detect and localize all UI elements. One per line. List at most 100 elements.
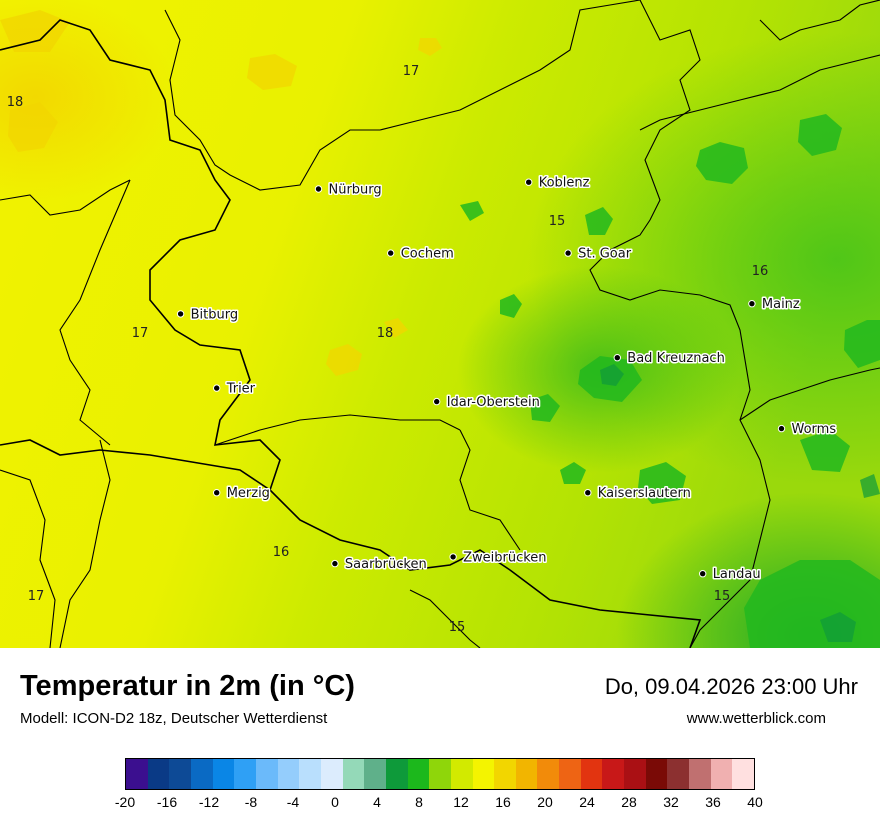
isoline-label: 15 xyxy=(449,620,466,635)
city-dot xyxy=(613,354,621,362)
city-dot xyxy=(213,384,221,392)
legend-color-22 xyxy=(602,759,625,789)
legend-color-11 xyxy=(364,759,386,789)
legend-tick-label: -12 xyxy=(198,794,220,810)
city-label: Idar-Oberstein xyxy=(447,395,540,410)
isoline-label: 16 xyxy=(273,545,290,560)
legend-color-16 xyxy=(472,759,495,789)
legend-color-26 xyxy=(689,759,711,789)
legend-color-2 xyxy=(169,759,191,789)
legend-tick-label: 16 xyxy=(495,794,511,810)
legend-tick-label: -4 xyxy=(286,794,300,810)
city-label: Merzig xyxy=(227,486,270,501)
isoline-label: 16 xyxy=(752,264,769,279)
legend-color-27 xyxy=(710,759,733,789)
isoline-label: 17 xyxy=(132,326,149,341)
city-label: Landau xyxy=(713,567,761,582)
city-label: Bad Kreuznach xyxy=(627,351,725,366)
legend-color-14 xyxy=(429,759,451,789)
legend-tick-label: 40 xyxy=(747,794,763,810)
legend-tick-label: -20 xyxy=(114,794,136,810)
city-dot xyxy=(331,559,339,568)
city-dot xyxy=(584,489,592,497)
isoline-label: 15 xyxy=(714,589,731,604)
legend-tick-label: 32 xyxy=(663,794,679,810)
city-label: Zweibrücken xyxy=(463,550,546,565)
city-zweibr-cken: Zweibrücken xyxy=(449,549,548,567)
color-scale-bar xyxy=(125,758,755,790)
city-st-goar: St. Goar xyxy=(564,245,633,263)
city-label: Kaiserslautern xyxy=(598,486,691,501)
legend-color-10 xyxy=(342,759,365,789)
isoline-label: 17 xyxy=(28,589,45,604)
legend-color-7 xyxy=(277,759,300,789)
legend-tick-label: 24 xyxy=(579,794,595,810)
legend-tick-label: 8 xyxy=(415,794,423,810)
legend-tick-label: 36 xyxy=(705,794,721,810)
website-link[interactable]: www.wetterblick.com xyxy=(686,710,826,727)
city-dot xyxy=(176,310,185,318)
legend-color-20 xyxy=(559,759,581,789)
legend-tick-label: 12 xyxy=(453,794,469,810)
city-merzig: Merzig xyxy=(213,485,271,503)
isoline-label: 15 xyxy=(549,214,566,229)
legend-color-17 xyxy=(494,759,516,789)
city-landau: Landau xyxy=(699,566,762,584)
city-idar-oberstein: Idar-Oberstein xyxy=(433,394,541,412)
temperature-map[interactable]: 18 17 15 16 17 18 16 17 15 15 Nürburg Koblenz Coche… xyxy=(0,0,880,648)
city-label: Koblenz xyxy=(539,176,590,191)
temperature-field xyxy=(0,0,880,648)
legend-color-1 xyxy=(147,759,170,789)
color-scale-ticks: -20 -16 -12 -8 -4 0 4 8 12 16 20 24 28 32 36 40 xyxy=(115,794,763,814)
city-dot xyxy=(748,300,756,308)
city-trier: Trier xyxy=(213,380,257,398)
legend-tick-label: -8 xyxy=(244,794,258,810)
city-dot xyxy=(433,397,441,406)
city-dot xyxy=(525,178,533,186)
city-bad-kreuznach: Bad Kreuznach xyxy=(613,350,726,368)
city-label: St. Goar xyxy=(578,247,632,262)
city-label: Cochem xyxy=(401,247,454,262)
isoline-labels: 18 17 15 16 17 18 16 17 15 15 xyxy=(7,64,769,635)
legend-color-25 xyxy=(667,759,690,789)
legend-color-3 xyxy=(190,759,213,789)
legend-color-0 xyxy=(126,759,148,789)
city-label: Nürburg xyxy=(329,183,382,198)
isoline-label: 17 xyxy=(403,64,420,79)
legend-color-24 xyxy=(645,759,668,789)
legend-tick-label: 0 xyxy=(331,794,339,810)
city-kaiserslautern: Kaiserslautern xyxy=(584,485,692,503)
city-dot xyxy=(213,489,221,497)
city-saarbr-cken: Saarbrücken xyxy=(331,556,428,574)
legend-tick-label: 20 xyxy=(537,794,553,810)
city-label: Bitburg xyxy=(191,307,239,322)
legend-color-21 xyxy=(580,759,603,789)
forecast-datetime: Do, 09.04.2026 23:00 Uhr xyxy=(604,674,858,699)
city-markers: Nürburg Koblenz Cochem St. Goar Mainz Bitburg… xyxy=(176,174,838,584)
city-dot xyxy=(564,249,572,257)
legend-color-15 xyxy=(450,759,473,789)
legend-tick-label: 4 xyxy=(373,794,381,810)
city-koblenz: Koblenz xyxy=(525,174,591,192)
city-bitburg: Bitburg xyxy=(176,306,240,324)
legend-color-5 xyxy=(234,759,256,789)
map-footer: Temperatur in 2m (in °C) Modell: ICON-D2… xyxy=(0,648,880,830)
borders xyxy=(0,0,880,648)
city-dot xyxy=(777,424,786,433)
city-label: Mainz xyxy=(762,297,800,312)
legend-color-13 xyxy=(407,759,430,789)
legend-color-12 xyxy=(385,759,408,789)
legend-color-18 xyxy=(515,759,538,789)
city-mainz: Mainz xyxy=(748,296,801,314)
map-title: Temperatur in 2m (in °C) xyxy=(20,670,355,702)
isoline-label: 18 xyxy=(7,95,24,110)
legend-color-8 xyxy=(299,759,321,789)
city-label: Trier xyxy=(226,382,256,397)
legend-tick-label: -16 xyxy=(156,794,178,810)
legend-color-23 xyxy=(624,759,646,789)
legend-color-19 xyxy=(537,759,560,789)
legend-tick-label: 28 xyxy=(621,794,637,810)
isoline-label: 18 xyxy=(377,326,394,341)
model-info: Modell: ICON-D2 18z, Deutscher Wetterdie… xyxy=(20,710,328,727)
city-n-rburg: Nürburg xyxy=(314,181,383,199)
